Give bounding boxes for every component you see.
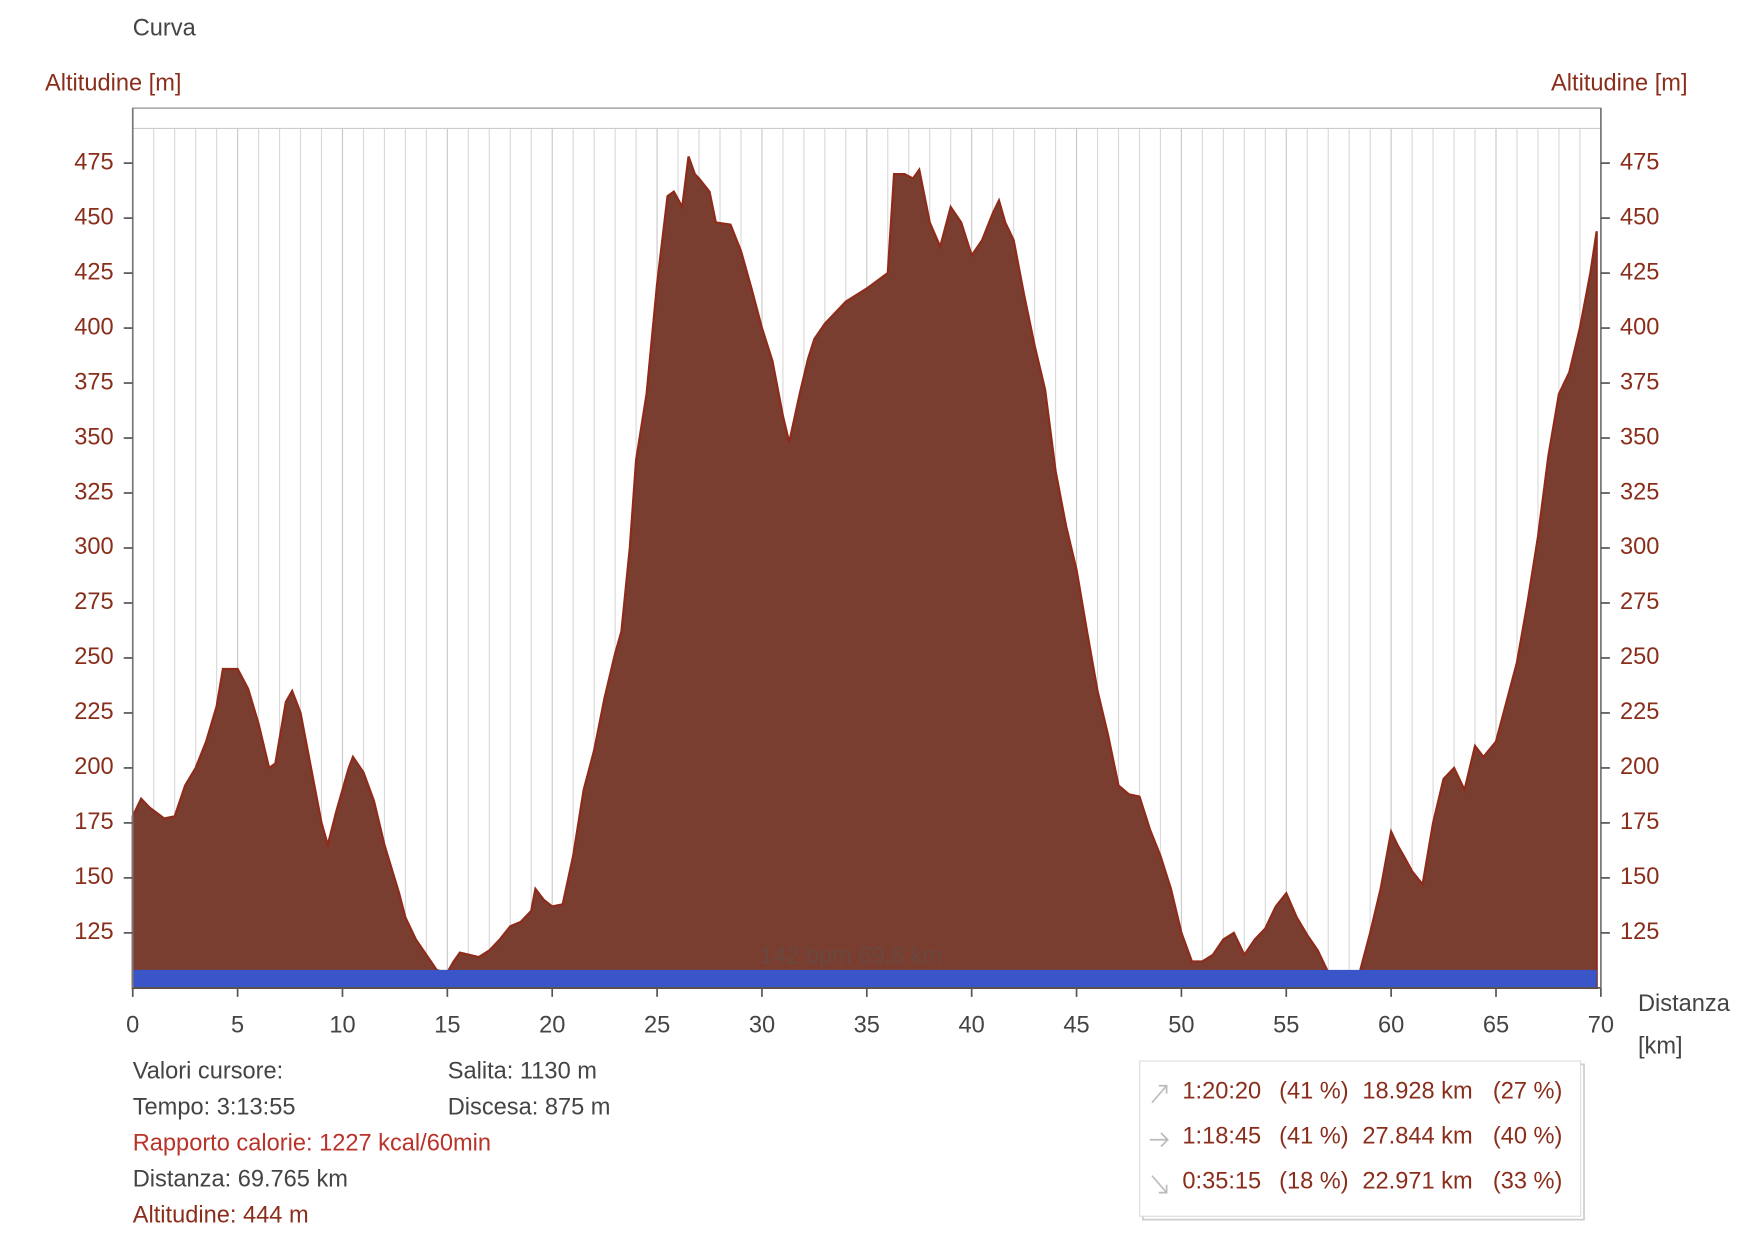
summary-cell: 1:20:20 xyxy=(1182,1079,1261,1105)
y-tick-label: 475 xyxy=(74,149,113,175)
x-axis-label: Distanza xyxy=(1638,991,1731,1017)
y-tick-label: 325 xyxy=(74,479,113,505)
summary-cell: (41 %) xyxy=(1279,1124,1349,1150)
y-tick-label: 175 xyxy=(74,809,113,835)
cursor-label: 142 bpm 69.8 km xyxy=(760,944,942,970)
summary-rows: 1:20:20 (41 %) 18.928 km (27 %) 1:18:45 (41 %… xyxy=(1182,1079,1562,1195)
y-tick-label: 450 xyxy=(74,204,113,230)
summary-cell: 18.928 km xyxy=(1362,1079,1472,1105)
y-axis-label: Altitudine [m] xyxy=(45,71,181,97)
info-text: Salita: 1130 m xyxy=(448,1058,597,1084)
summary-cell: (33 %) xyxy=(1493,1169,1563,1195)
summary-cell: (18 %) xyxy=(1279,1169,1349,1195)
y2-tick-label: 225 xyxy=(1620,699,1659,725)
y2-tick-label: 250 xyxy=(1620,644,1659,670)
chart-title: Curva xyxy=(133,16,197,42)
y-tick-label: 350 xyxy=(74,424,113,450)
y-tick-label: 150 xyxy=(74,864,113,890)
y2-tick-label: 300 xyxy=(1620,534,1659,560)
y2-tick-label: 275 xyxy=(1620,589,1659,615)
y2-axis-label: Altitudine [m] xyxy=(1551,71,1687,97)
y-tick-label: 425 xyxy=(74,259,113,285)
info-text: Tempo: 3:13:55 xyxy=(133,1094,296,1120)
x-tick-label: 70 xyxy=(1588,1012,1614,1038)
y2-tick-label: 200 xyxy=(1620,754,1659,780)
info-text: Rapporto calorie: 1227 kcal/60min xyxy=(133,1130,491,1156)
summary-cell: (27 %) xyxy=(1493,1079,1563,1105)
x-axis-unit: [km] xyxy=(1638,1034,1683,1060)
y2-tick-label: 450 xyxy=(1620,204,1659,230)
x-tick-label: 25 xyxy=(644,1012,670,1038)
summary-cell: 27.844 km xyxy=(1362,1124,1472,1150)
x-tick-label: 20 xyxy=(539,1012,565,1038)
y-tick-label: 225 xyxy=(74,699,113,725)
y-tick-label: 400 xyxy=(74,314,113,340)
hr-band xyxy=(132,969,1597,988)
y2-tick-label: 375 xyxy=(1620,369,1659,395)
info-text: Distanza: 69.765 km xyxy=(133,1166,348,1192)
y2-tick-label: 325 xyxy=(1620,479,1659,505)
y-tick-label: 275 xyxy=(74,589,113,615)
elevation-area xyxy=(131,156,1598,989)
x-tick-label: 55 xyxy=(1273,1012,1299,1038)
x-tick-label: 40 xyxy=(959,1012,985,1038)
icon-flat xyxy=(1149,1132,1169,1148)
x-tick-label: 50 xyxy=(1168,1012,1194,1038)
info-text: Altitudine: 444 m xyxy=(133,1202,309,1228)
icon-down xyxy=(1151,1175,1168,1194)
y2-tick-label: 150 xyxy=(1620,864,1659,890)
y2-tick-label: 125 xyxy=(1620,919,1659,945)
x-tick-label: 65 xyxy=(1483,1012,1509,1038)
y2-tick-label: 400 xyxy=(1620,314,1659,340)
y2-tick-label: 475 xyxy=(1620,149,1659,175)
summary-cell: 0:35:15 xyxy=(1182,1169,1261,1195)
y2-tick-label: 175 xyxy=(1620,809,1659,835)
summary-cell: (40 %) xyxy=(1493,1124,1563,1150)
y-tick-label: 375 xyxy=(74,369,113,395)
info-text: Discesa: 875 m xyxy=(448,1094,611,1120)
summary-cell: 1:18:45 xyxy=(1182,1124,1261,1150)
x-tick-label: 35 xyxy=(854,1012,880,1038)
x-tick-label: 0 xyxy=(126,1012,139,1038)
y-tick-label: 300 xyxy=(74,534,113,560)
x-tick-label: 60 xyxy=(1378,1012,1404,1038)
x-tick-label: 45 xyxy=(1063,1012,1089,1038)
info-text: Valori cursore: xyxy=(133,1058,283,1084)
x-tick-label: 15 xyxy=(434,1012,460,1038)
summary-cell: (41 %) xyxy=(1279,1079,1349,1105)
summary-cell: 22.971 km xyxy=(1362,1169,1472,1195)
x-tick-label: 30 xyxy=(749,1012,775,1038)
y-tick-label: 200 xyxy=(74,754,113,780)
y2-tick-label: 350 xyxy=(1620,424,1659,450)
y-tick-label: 250 xyxy=(74,644,113,670)
y2-tick-label: 425 xyxy=(1620,259,1659,285)
summary-box xyxy=(1139,1060,1582,1217)
icon-up xyxy=(1151,1084,1168,1104)
summary-icons xyxy=(1149,1084,1169,1194)
y-tick-label: 125 xyxy=(74,919,113,945)
x-tick-label: 5 xyxy=(231,1012,244,1038)
x-tick-label: 10 xyxy=(329,1012,355,1038)
